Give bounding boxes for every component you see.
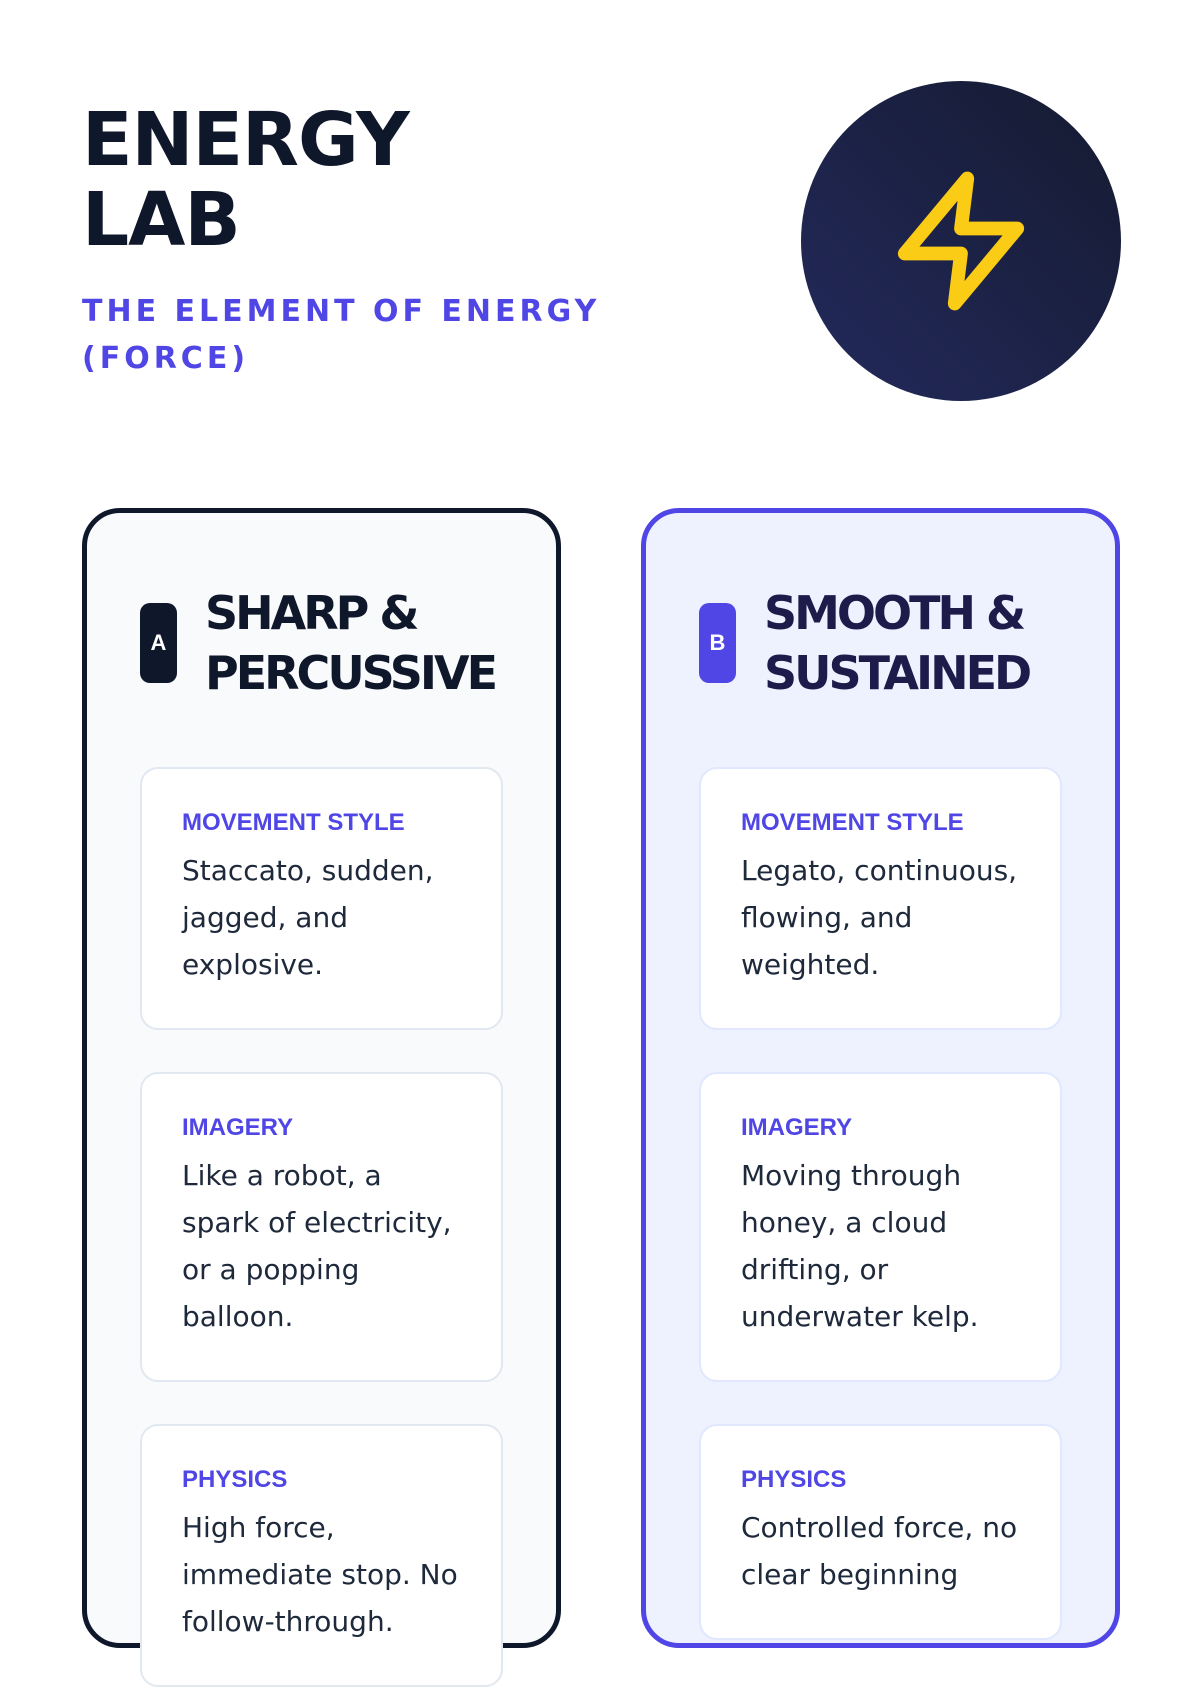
info-box: MOVEMENT STYLE Staccato, sudden, jagged, …	[140, 767, 503, 1030]
card-title-line: SHARP &	[205, 586, 420, 640]
card-title: SHARP & PERCUSSIVE	[205, 583, 498, 703]
lightning-bolt-icon	[897, 171, 1025, 311]
card-smooth-sustained: B SMOOTH & SUSTAINED MOVEMENT STYLE Legato…	[641, 508, 1120, 1648]
info-label: IMAGERY	[741, 1114, 853, 1141]
info-box: IMAGERY Moving through honey, a cloud dri…	[699, 1072, 1062, 1382]
card-title-line: SUSTAINED	[764, 646, 1032, 700]
info-box: IMAGERY Like a robot, a spark of electric…	[140, 1072, 503, 1382]
info-label: MOVEMENT STYLE	[741, 809, 964, 836]
card-title-line: PERCUSSIVE	[205, 646, 498, 700]
info-text: Like a robot, a spark of electricity, or…	[182, 1159, 452, 1333]
card-title-line: SMOOTH &	[764, 586, 1026, 640]
card-badge: B	[699, 603, 736, 683]
title-line-2: LAB	[82, 177, 241, 263]
info-label: PHYSICS	[741, 1466, 847, 1493]
title-line-1: ENERGY	[82, 97, 410, 183]
page-subtitle: THE ELEMENT OF ENERGY (FORCE)	[82, 294, 601, 376]
energy-emblem	[801, 81, 1121, 401]
info-text: Legato, continuous, flowing, and weighte…	[741, 854, 1018, 981]
info-label: IMAGERY	[182, 1114, 294, 1141]
card-header: B SMOOTH & SUSTAINED	[699, 583, 1062, 703]
page-title: ENERGY LAB	[82, 97, 410, 263]
info-box: MOVEMENT STYLE Legato, continuous, flowin…	[699, 767, 1062, 1030]
info-label: PHYSICS	[182, 1466, 288, 1493]
card-title: SMOOTH & SUSTAINED	[764, 583, 1032, 703]
info-box: PHYSICS Controlled force, no clear beginn…	[699, 1424, 1062, 1640]
info-text: Moving through honey, a cloud drifting, …	[741, 1159, 979, 1333]
info-box: PHYSICS High force, immediate stop. No fo…	[140, 1424, 503, 1687]
info-label: MOVEMENT STYLE	[182, 809, 405, 836]
card-sharp-percussive: A SHARP & PERCUSSIVE MOVEMENT STYLE Stacca…	[82, 508, 561, 1687]
card-badge: A	[140, 603, 177, 683]
info-text: Controlled force, no clear beginning	[741, 1511, 1018, 1591]
info-text: High force, immediate stop. No follow-th…	[182, 1511, 458, 1638]
info-text: Staccato, sudden, jagged, and explosive.	[182, 854, 434, 981]
card-header: A SHARP & PERCUSSIVE	[140, 583, 503, 703]
